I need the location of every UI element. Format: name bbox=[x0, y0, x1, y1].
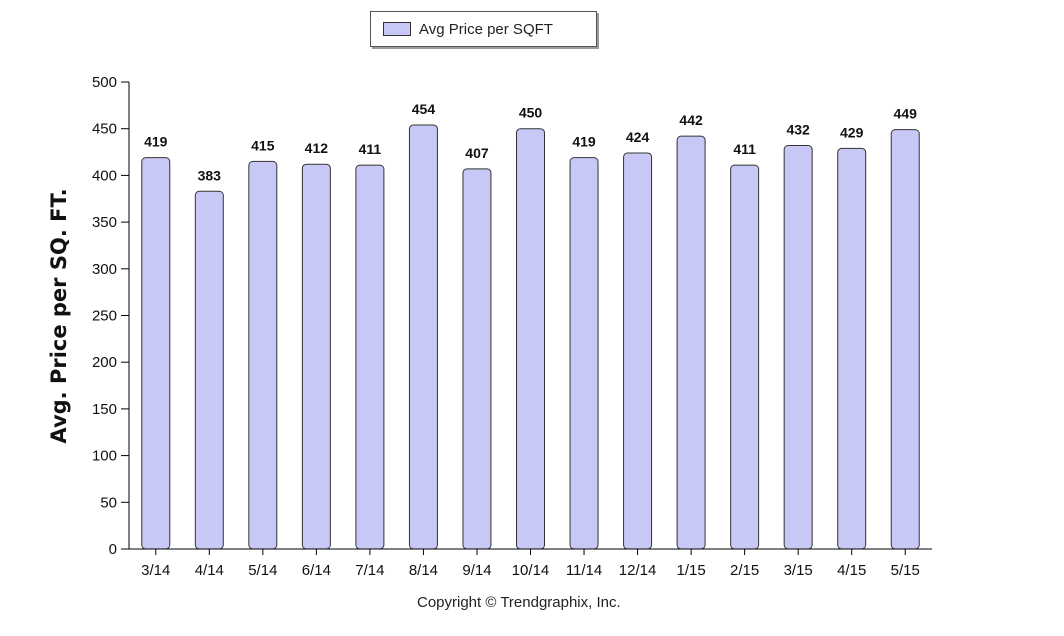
x-tick-label: 9/14 bbox=[462, 562, 491, 579]
bar-data-label: 454 bbox=[412, 101, 436, 117]
y-tick-label: 100 bbox=[92, 448, 117, 465]
bar bbox=[355, 164, 385, 550]
bar bbox=[248, 160, 278, 550]
bar-data-label: 419 bbox=[144, 134, 168, 150]
y-tick-label: 350 bbox=[92, 214, 117, 231]
x-tick-label: 7/14 bbox=[355, 562, 384, 579]
bar-data-label: 415 bbox=[251, 137, 275, 153]
bar bbox=[301, 163, 331, 550]
legend: Avg Price per SQFT bbox=[370, 11, 597, 47]
legend-label: Avg Price per SQFT bbox=[419, 20, 553, 38]
y-tick-label: 150 bbox=[92, 401, 117, 418]
y-tick-label: 450 bbox=[92, 121, 117, 138]
x-tick-label: 10/14 bbox=[512, 562, 550, 579]
x-tick-label: 12/14 bbox=[619, 562, 657, 579]
y-axis-ticks: 0 50 100 150 200 250 300 350 400 450 500 bbox=[92, 74, 129, 558]
x-tick-label: 11/14 bbox=[566, 562, 602, 579]
x-tick-label: 5/15 bbox=[891, 562, 920, 579]
x-tick-label: 3/14 bbox=[141, 562, 170, 579]
bar-data-label: 383 bbox=[198, 167, 222, 183]
bar bbox=[516, 128, 545, 550]
bar bbox=[890, 129, 920, 550]
bar-data-label: 419 bbox=[572, 134, 596, 150]
y-tick-label: 0 bbox=[109, 541, 117, 558]
x-tick-label: 3/15 bbox=[784, 562, 813, 579]
bar bbox=[569, 157, 599, 550]
y-tick-label: 400 bbox=[92, 167, 117, 184]
y-tick-label: 200 bbox=[92, 354, 117, 371]
bar bbox=[194, 190, 224, 550]
bar bbox=[462, 168, 492, 550]
bar bbox=[408, 124, 438, 550]
bar-data-label: 407 bbox=[465, 145, 489, 161]
x-tick-label: 4/14 bbox=[195, 562, 224, 579]
x-tick-label: 2/15 bbox=[730, 562, 759, 579]
bar-data-label: 411 bbox=[359, 141, 382, 157]
x-tick-label: 4/15 bbox=[837, 562, 866, 579]
bar-data-label: 411 bbox=[733, 141, 756, 157]
bar-data-label: 424 bbox=[626, 129, 650, 145]
bar bbox=[730, 164, 760, 550]
x-tick-label: 6/14 bbox=[302, 562, 331, 579]
y-tick-label: 300 bbox=[92, 261, 117, 278]
bar bbox=[141, 157, 171, 550]
bar bbox=[837, 147, 867, 550]
y-tick-label: 250 bbox=[92, 308, 117, 325]
bar-data-label: 432 bbox=[786, 122, 810, 138]
legend-swatch bbox=[383, 22, 411, 36]
bar bbox=[623, 152, 653, 550]
bar-data-label: 412 bbox=[305, 140, 329, 156]
bar-data-label: 429 bbox=[840, 124, 864, 140]
x-tick-label: 5/14 bbox=[248, 562, 277, 579]
x-tick-label: 8/14 bbox=[409, 562, 438, 579]
y-axis-title: Avg. Price per SQ. FT. bbox=[47, 188, 71, 443]
y-tick-label: 500 bbox=[92, 74, 117, 91]
x-tick-label: 1/15 bbox=[676, 562, 705, 579]
bar-data-label: 442 bbox=[679, 112, 703, 128]
copyright-text: Copyright © Trendgraphix, Inc. bbox=[417, 594, 621, 611]
x-axis-ticks: 3/14 4/14 5/14 6/14 7/14 8/14 9/14 10/14 11/14 12… bbox=[141, 549, 920, 579]
y-tick-label: 50 bbox=[100, 494, 117, 511]
bars: 419 383 415 412 411 454 407 450 419 424 442 411 432 4… bbox=[141, 101, 920, 550]
bar-data-label: 450 bbox=[519, 105, 543, 121]
bar bbox=[676, 135, 706, 550]
bar bbox=[783, 145, 813, 550]
bar-data-label: 449 bbox=[894, 106, 918, 122]
